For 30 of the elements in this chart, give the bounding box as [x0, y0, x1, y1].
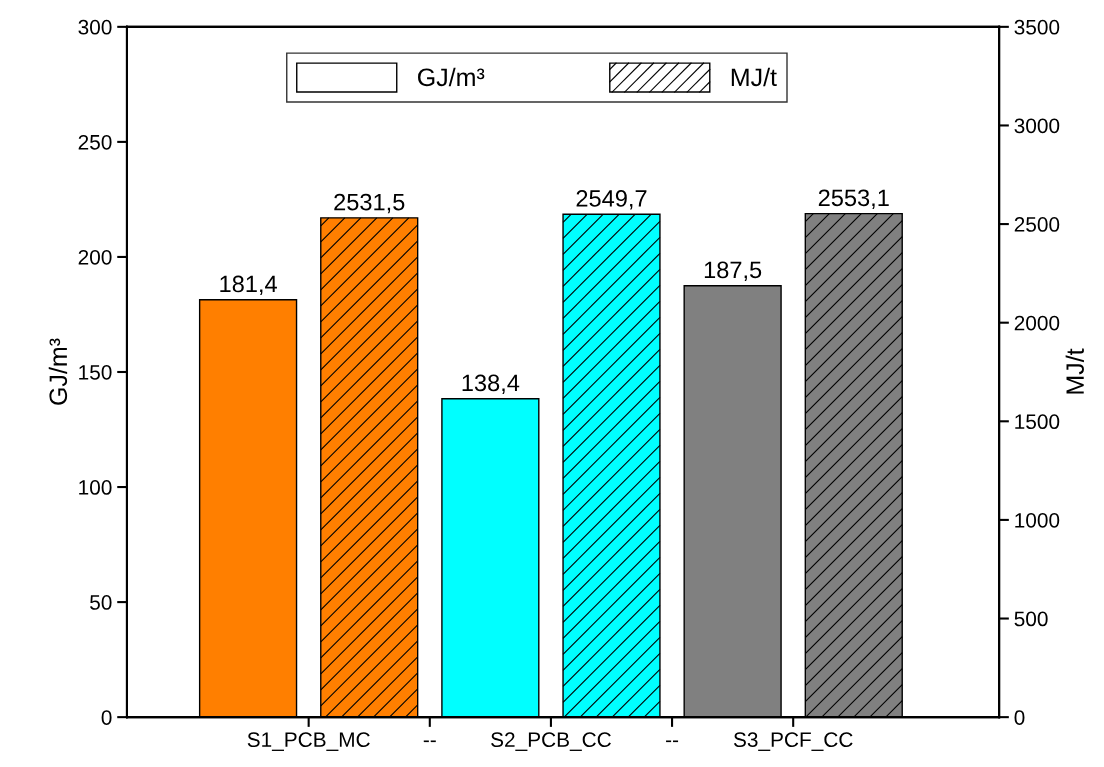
y2-tick-label: 500 [1014, 611, 1048, 627]
y2-tick-label: 1000 [1015, 512, 1060, 528]
x-tick-label: S2_PCB_CC [491, 732, 611, 751]
data-label: 181,4 [220, 275, 277, 296]
y-tick-label: 100 [79, 480, 112, 495]
y2-tick-label: 3500 [1014, 19, 1060, 35]
y2-tick-label: 1500 [1015, 414, 1060, 430]
y2-tick-label: 3000 [1014, 118, 1060, 134]
y-tick-label: 0 [101, 710, 112, 725]
legend-label: GJ/m³ [418, 67, 485, 87]
x-tick-label: S3_PCF_CC [733, 732, 853, 751]
y2-tick-label: 2000 [1014, 315, 1060, 331]
y-tick-label: 200 [78, 249, 112, 265]
y2-tick-label: 2500 [1014, 217, 1060, 232]
legend-label: MJ/t [731, 67, 777, 87]
y-tick-label: 150 [79, 365, 112, 380]
y2-axis-title: MJ/t [1065, 348, 1084, 394]
x-tick-label: S1_PCB_MC [247, 732, 370, 751]
y-axis-title: GJ/m³ [48, 338, 68, 405]
data-label: 138,4 [462, 374, 520, 395]
y-tick-label: 50 [90, 595, 112, 610]
data-label: 2531,5 [334, 193, 405, 214]
y-tick-label: 250 [78, 134, 112, 150]
y2-tick-label: 0 [1014, 710, 1025, 725]
x-tick-label: -- [666, 740, 679, 743]
data-label: 2549,7 [576, 190, 647, 210]
data-label: 187,5 [704, 261, 762, 282]
data-label: 2553,1 [818, 189, 889, 209]
x-tick-label: -- [423, 740, 436, 743]
y-tick-label: 300 [78, 19, 112, 35]
